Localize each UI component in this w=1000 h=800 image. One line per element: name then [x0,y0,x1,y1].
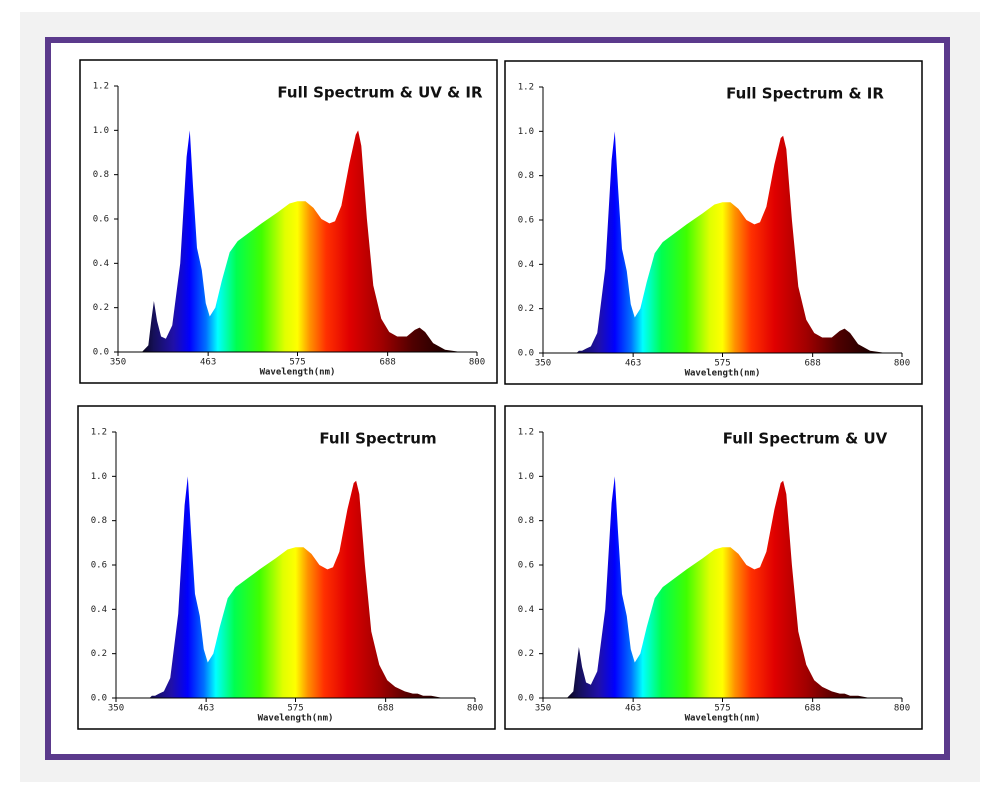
y-tick-label: 0.2 [93,303,109,313]
x-tick-label: 350 [108,704,124,714]
y-tick-label: 1.0 [93,126,109,136]
y-tick-label: 0.0 [91,694,107,704]
chart-title: Full Spectrum & UV & IR [277,84,483,102]
spectrum-area [118,130,477,352]
x-tick-label: 800 [894,359,910,369]
y-tick-label: 0.2 [91,649,107,659]
y-tick-label: 1.0 [91,472,107,482]
x-tick-label: 688 [380,358,396,368]
y-tick-label: 0.6 [91,561,107,571]
y-tick-label: 0.6 [518,561,534,571]
y-tick-label: 1.0 [518,472,534,482]
x-tick-label: 350 [110,358,126,368]
x-tick-label: 575 [289,358,305,368]
x-axis-label: Wavelength(nm) [260,368,336,378]
y-tick-label: 0.0 [518,349,534,359]
x-axis-label: Wavelength(nm) [685,369,761,379]
x-tick-label: 688 [805,359,821,369]
x-axis-label: Wavelength(nm) [685,714,761,724]
x-tick-label: 463 [198,704,214,714]
y-tick-label: 0.0 [518,694,534,704]
x-tick-label: 463 [625,704,641,714]
y-tick-label: 1.2 [93,82,109,92]
chart-title: Full Spectrum & UV [723,430,888,448]
x-tick-label: 800 [469,358,485,368]
y-tick-label: 0.8 [518,171,534,181]
y-tick-label: 0.2 [518,649,534,659]
x-tick-label: 463 [200,358,216,368]
y-tick-label: 0.4 [518,605,534,615]
y-tick-label: 1.2 [91,428,107,438]
x-tick-label: 575 [287,704,303,714]
chart-panel: 0.0 0.2 0.4 0.6 0.8 1.0 1.2 350 463 575 688 800 Wave… [504,405,923,730]
chart-title: Full Spectrum [319,430,436,448]
chart-panel: 0.0 0.2 0.4 0.6 0.8 1.0 1.2 350 463 575 688 800 Wave… [79,59,498,384]
spectrum-area [543,131,902,353]
chart-panel: 0.0 0.2 0.4 0.6 0.8 1.0 1.2 350 463 575 688 800 Wave… [77,405,496,730]
y-tick-label: 1.2 [518,83,534,93]
spectrum-area [543,476,902,698]
y-tick-label: 0.4 [91,605,107,615]
x-tick-label: 688 [378,704,394,714]
y-tick-label: 0.4 [93,259,109,269]
y-tick-label: 1.0 [518,127,534,137]
x-tick-label: 800 [894,704,910,714]
y-tick-label: 0.4 [518,260,534,270]
y-tick-label: 0.6 [93,215,109,225]
x-tick-label: 575 [714,704,730,714]
spectrum-area [116,476,475,698]
x-tick-label: 463 [625,359,641,369]
x-tick-label: 688 [805,704,821,714]
y-tick-label: 0.8 [518,516,534,526]
x-tick-label: 350 [535,704,551,714]
y-tick-label: 0.8 [93,170,109,180]
chart-panel: 0.0 0.2 0.4 0.6 0.8 1.0 1.2 350 463 575 688 800 Wave… [504,60,923,385]
x-axis-label: Wavelength(nm) [258,714,334,724]
x-tick-label: 575 [714,359,730,369]
y-tick-label: 0.6 [518,216,534,226]
x-tick-label: 800 [467,704,483,714]
y-tick-label: 0.2 [518,304,534,314]
y-tick-label: 0.0 [93,348,109,358]
x-tick-label: 350 [535,359,551,369]
y-tick-label: 1.2 [518,428,534,438]
y-tick-label: 0.8 [91,516,107,526]
chart-title: Full Spectrum & IR [726,85,884,103]
